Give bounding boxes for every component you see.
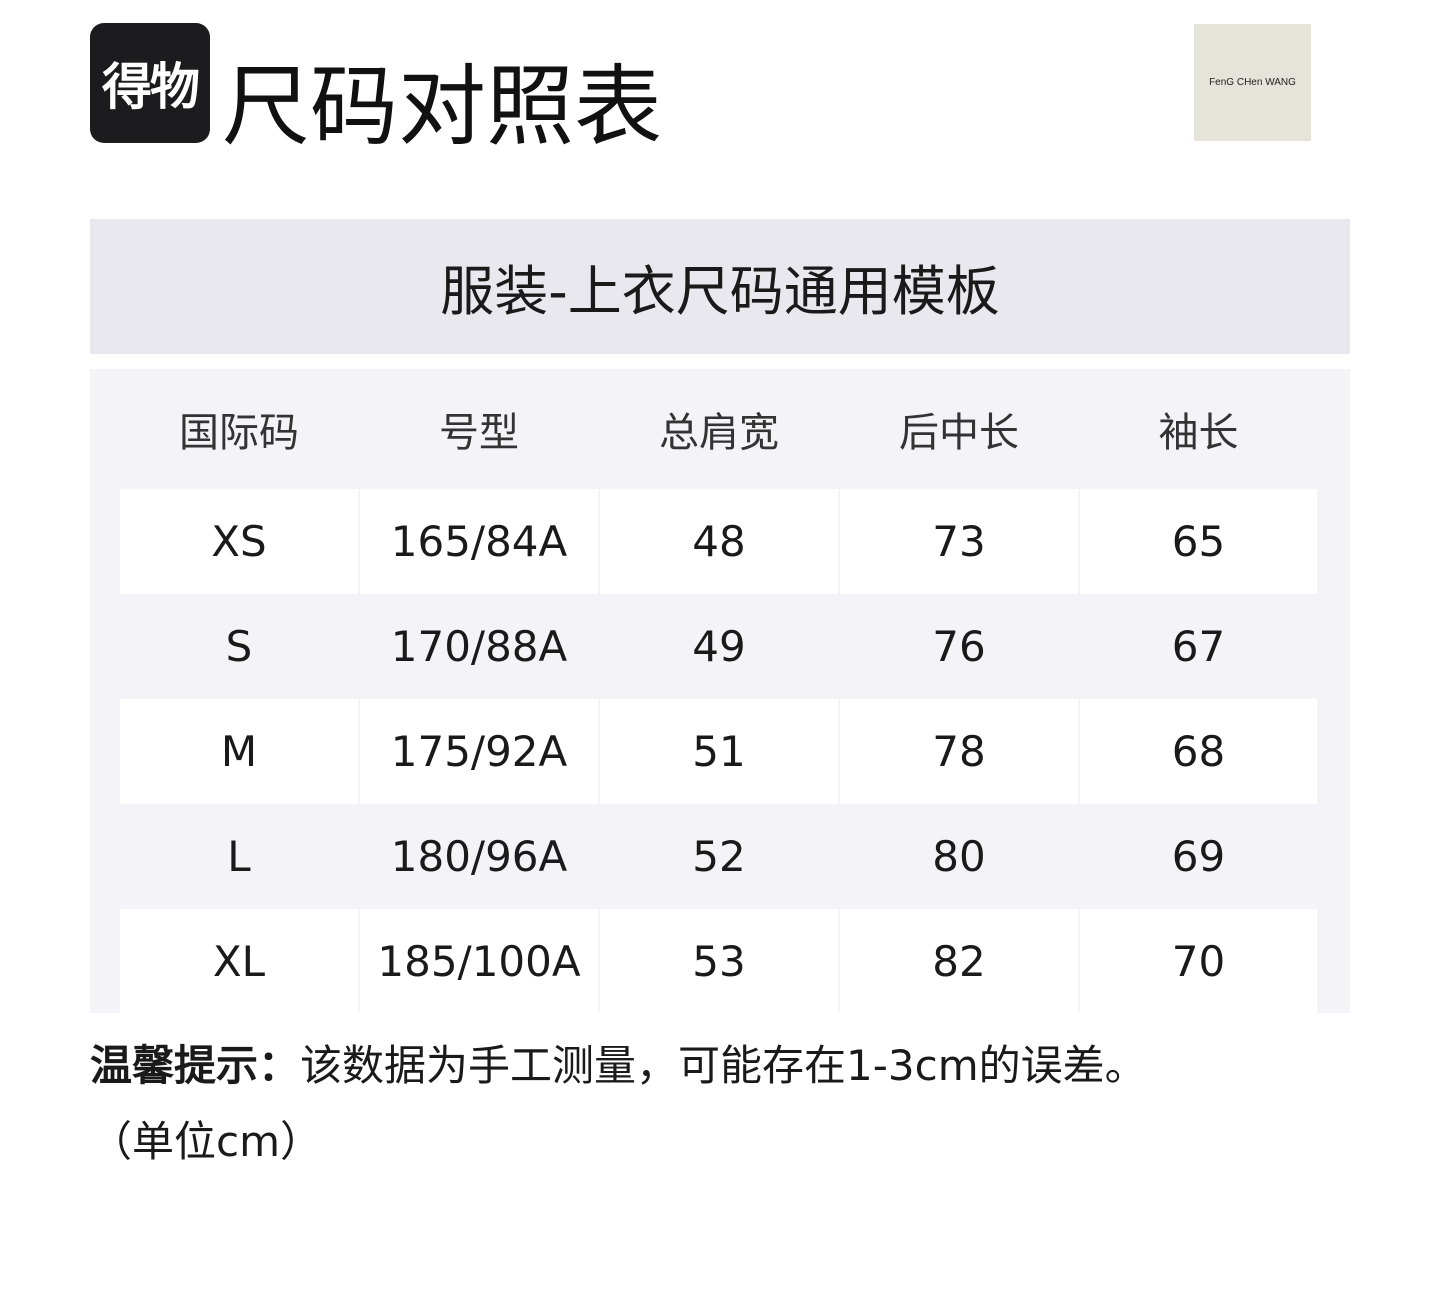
- table-cell: M: [120, 699, 358, 804]
- table-cell: 70: [1080, 909, 1317, 1014]
- table-row: L 180/96A 52 80 69: [120, 804, 1317, 909]
- table-cell: 175/92A: [360, 699, 598, 804]
- logo-text: 得物: [102, 58, 200, 116]
- table-header: 国际码 号型 总肩宽 后中长 袖长: [120, 369, 1317, 489]
- table-cell: L: [227, 832, 251, 881]
- table-row: M 175/92A 51 78 68: [120, 699, 1317, 804]
- header-cell: 号型: [439, 410, 519, 456]
- table-row: S 170/88A 49 76 67: [120, 594, 1317, 699]
- brand-name: FenG CHen WANG: [1209, 77, 1296, 88]
- table-cell: 49: [692, 622, 746, 671]
- table-row: XL 185/100A 53 82 70: [120, 909, 1317, 1014]
- table-cell: 67: [1171, 622, 1226, 671]
- table-cell: 80: [932, 832, 986, 881]
- table-row: XS 165/84A 48 73 65: [120, 489, 1317, 594]
- table-cell: 73: [840, 489, 1078, 594]
- page-title: 尺码对照表: [222, 55, 663, 158]
- section-title: 服装-上衣尺码通用模板: [90, 219, 1350, 354]
- table-cell: 53: [600, 909, 838, 1014]
- note-text: 该数据为手工测量，可能存在1-3cm的误差。: [300, 1041, 1147, 1090]
- table-cell: 165/84A: [360, 489, 598, 594]
- brand-logo: FenG CHen WANG: [1194, 24, 1311, 141]
- header-cell: 袖长: [1158, 410, 1239, 456]
- table-cell: 51: [600, 699, 838, 804]
- table-cell: XL: [120, 909, 358, 1014]
- table-cell: XS: [120, 489, 358, 594]
- table-cell: 78: [840, 699, 1078, 804]
- note-label: 温馨提示：: [90, 1041, 301, 1090]
- table-cell: 82: [840, 909, 1078, 1014]
- header-cell: 国际码: [179, 410, 299, 456]
- table-cell: 68: [1080, 699, 1317, 804]
- table-cell: 76: [932, 622, 986, 671]
- table-cell: 48: [600, 489, 838, 594]
- unit-text: （单位cm）: [90, 1117, 323, 1166]
- header-cell: 后中长: [899, 410, 1019, 456]
- size-table: 国际码 号型 总肩宽 后中长 袖长 XS 165/84A 48 73 65 S 170/88…: [90, 369, 1350, 1014]
- table-cell: 52: [692, 832, 746, 881]
- note: 温馨提示：该数据为手工测量，可能存在1-3cm的误差。 （单位cm）: [90, 1028, 1390, 1180]
- table-cell: 170/88A: [390, 622, 568, 671]
- table-cell: 185/100A: [360, 909, 598, 1014]
- header-cell: 总肩宽: [659, 410, 779, 456]
- dewu-logo: 得物: [90, 23, 210, 143]
- table-cell: S: [225, 622, 253, 671]
- table-cell: 69: [1171, 832, 1226, 881]
- table-cell: 180/96A: [390, 832, 568, 881]
- table-cell: 65: [1080, 489, 1317, 594]
